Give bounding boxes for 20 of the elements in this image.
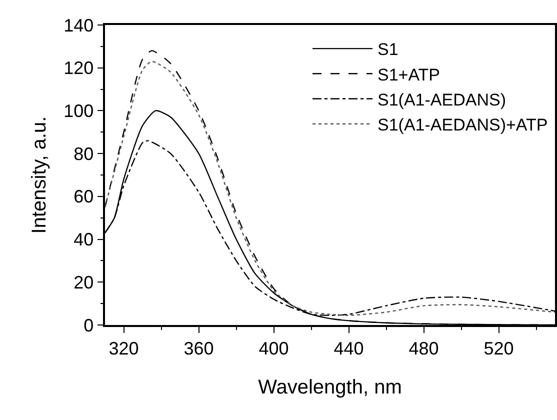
x-tick-label: 520 — [484, 338, 514, 358]
x-tick-label: 360 — [184, 338, 214, 358]
legend-label: S1(A1-AEDANS)+ATP — [378, 115, 548, 134]
x-tick-label: 400 — [258, 338, 289, 358]
x-axis-title: Wavelength, nm — [258, 376, 402, 398]
x-tick-label: 320 — [108, 338, 139, 358]
legend-label: S1(A1-AEDANS) — [378, 90, 506, 110]
y-tick-label: 60 — [74, 186, 94, 207]
x-tick-label: 480 — [408, 338, 439, 358]
y-tick-label: 20 — [74, 272, 94, 292]
y-tick-label: 40 — [74, 230, 94, 250]
y-tick-label: 80 — [74, 144, 94, 164]
legend-label: S1 — [378, 40, 398, 60]
legend-label: S1+ATP — [378, 65, 440, 84]
y-tick-label: 100 — [64, 101, 94, 122]
y-tick-label: 120 — [64, 58, 94, 78]
y-axis-title: Intensity, a.u. — [28, 116, 51, 234]
y-tick-label: 0 — [84, 315, 94, 336]
y-tick-label: 140 — [64, 15, 94, 36]
x-tick-label: 440 — [334, 338, 364, 358]
